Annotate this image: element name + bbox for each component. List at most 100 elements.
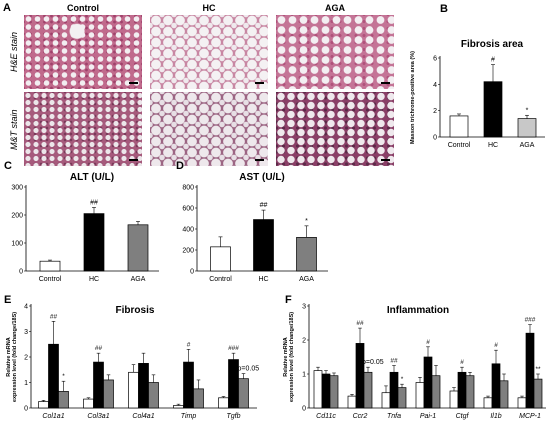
bar-f-ccr2-hc xyxy=(355,343,365,409)
y-tick-label-b: 6 xyxy=(433,56,437,63)
y-tick-label-e: 2 xyxy=(24,355,28,362)
chart-title-b: Fibrosis area xyxy=(461,39,524,50)
bar-f-ccr2-aga xyxy=(363,371,373,409)
histology-image-mt-hc xyxy=(150,92,268,166)
significance-label-b: # xyxy=(491,57,495,64)
bar-f-pai-1-hc xyxy=(423,356,433,409)
bar-c-hc xyxy=(83,213,105,272)
x-tick-label-b: HC xyxy=(488,142,498,149)
bar-f-ctgf-control xyxy=(449,390,459,409)
bar-e-col1a1-control xyxy=(38,401,49,409)
y-tick-label-c: 100 xyxy=(11,241,23,248)
bar-e-col3a1-hc xyxy=(93,361,104,409)
significance-label-d: * xyxy=(305,218,308,225)
x-tick-label-d: AGA xyxy=(299,276,314,283)
histology-image-he-aga xyxy=(276,15,394,89)
bar-e-col4a1-control xyxy=(128,371,139,409)
bar-f-cd11c-hc xyxy=(321,373,331,409)
y-tick-label-d: 600 xyxy=(182,206,194,213)
y-tick-label-d: 0 xyxy=(190,269,194,276)
significance-label-e: ## xyxy=(50,313,58,320)
bar-e-col1a1-aga xyxy=(58,391,69,409)
bar-f-mcp-1-control xyxy=(517,397,527,409)
significance-label-f: # xyxy=(494,342,498,349)
y-tick-label-f: 3 xyxy=(302,304,306,311)
y-axis-label-f: Relative mRNA xyxy=(283,337,289,376)
significance-label-e: ### xyxy=(228,345,239,352)
scale-bar xyxy=(255,159,264,161)
y-tick-label-d: 400 xyxy=(182,227,194,234)
significance-label-e: * xyxy=(62,373,65,380)
y-tick-label-b: 4 xyxy=(433,82,437,89)
scale-bar xyxy=(381,82,390,84)
y-tick-label-e: 0 xyxy=(24,406,28,413)
x-tick-label-d: HC xyxy=(258,276,268,283)
x-tick-label-f: Ccr2 xyxy=(353,413,368,420)
panel-letter-a: A xyxy=(3,2,11,14)
x-tick-label-e: Tgfb xyxy=(226,413,240,420)
y-tick-label-d: 800 xyxy=(182,185,194,192)
histology-image-mt-control xyxy=(24,92,142,166)
significance-label-c: ## xyxy=(90,199,98,206)
x-tick-label-f: Il1b xyxy=(490,413,501,420)
x-tick-label-f: Tnfa xyxy=(387,413,401,420)
bar-d-aga xyxy=(296,237,317,272)
histology-column-aga: AGA xyxy=(325,3,345,13)
scale-bar xyxy=(255,82,264,84)
bar-f-il1b-control xyxy=(483,397,493,409)
y-tick-label-f: 0 xyxy=(302,406,306,413)
significance-label-f: ### xyxy=(525,317,536,324)
bar-e-col4a1-hc xyxy=(138,363,149,409)
y-tick-label-e: 3 xyxy=(24,329,28,336)
bar-f-tnfa-aga xyxy=(397,387,407,409)
y-tick-label-e: 4 xyxy=(24,304,28,311)
bar-b-control xyxy=(449,115,469,138)
y-tick-label-d: 200 xyxy=(182,248,194,255)
y-axis-label-b: Masson trichrome-positive area (%) xyxy=(410,51,416,144)
bar-e-tgfb-control xyxy=(218,397,229,409)
panel-letter-c: C xyxy=(4,160,12,172)
bar-f-pai-1-control xyxy=(415,382,425,409)
panel-letter-d: D xyxy=(176,160,184,172)
x-tick-label-b: AGA xyxy=(520,142,535,149)
panel-letter-f: F xyxy=(285,294,292,306)
histology-image-mt-aga xyxy=(276,92,394,166)
panel-letter-b: B xyxy=(440,3,448,15)
significance-label-b: * xyxy=(526,107,529,114)
significance-label-e: p=0.05 xyxy=(238,366,260,373)
x-tick-label-e: Col3a1 xyxy=(87,413,109,420)
significance-label-d: ## xyxy=(260,202,268,209)
histology-column-hc: HC xyxy=(202,3,216,13)
bar-d-hc xyxy=(253,219,274,272)
x-tick-label-d: Control xyxy=(209,276,232,283)
x-tick-label-b: Control xyxy=(448,142,471,149)
y-axis-label-f: expression level (fold change/18S) xyxy=(289,312,295,402)
bar-e-tgfb-aga xyxy=(238,378,249,409)
bar-e-col3a1-control xyxy=(83,398,94,409)
scale-bar xyxy=(129,159,138,161)
x-tick-label-f: Ctgf xyxy=(456,413,470,420)
x-tick-label-c: Control xyxy=(39,276,62,283)
x-tick-label-c: HC xyxy=(89,276,99,283)
significance-label-f: ** xyxy=(535,366,541,373)
chart-title-d: AST (U/L) xyxy=(239,172,285,183)
bar-c-control xyxy=(39,260,61,272)
significance-label-f: * xyxy=(401,376,404,383)
bar-e-col4a1-aga xyxy=(148,382,159,409)
x-tick-label-c: AGA xyxy=(131,276,146,283)
significance-label-e: ## xyxy=(95,345,103,352)
bar-e-col3a1-aga xyxy=(103,379,114,409)
y-tick-label-c: 300 xyxy=(11,185,23,192)
bar-d-control xyxy=(210,246,231,272)
x-tick-label-e: Col4a1 xyxy=(132,413,154,420)
bar-f-ctgf-hc xyxy=(457,371,467,409)
y-tick-label-b: 0 xyxy=(433,135,437,142)
panel-letter-e: E xyxy=(4,294,11,306)
bar-b-aga xyxy=(517,118,537,138)
bar-f-tnfa-control xyxy=(381,392,391,409)
significance-label-f: # xyxy=(460,359,464,366)
y-tick-label-b: 2 xyxy=(433,108,437,115)
bar-e-timp-aga xyxy=(193,388,204,409)
bar-f-ccr2-control xyxy=(347,395,357,409)
